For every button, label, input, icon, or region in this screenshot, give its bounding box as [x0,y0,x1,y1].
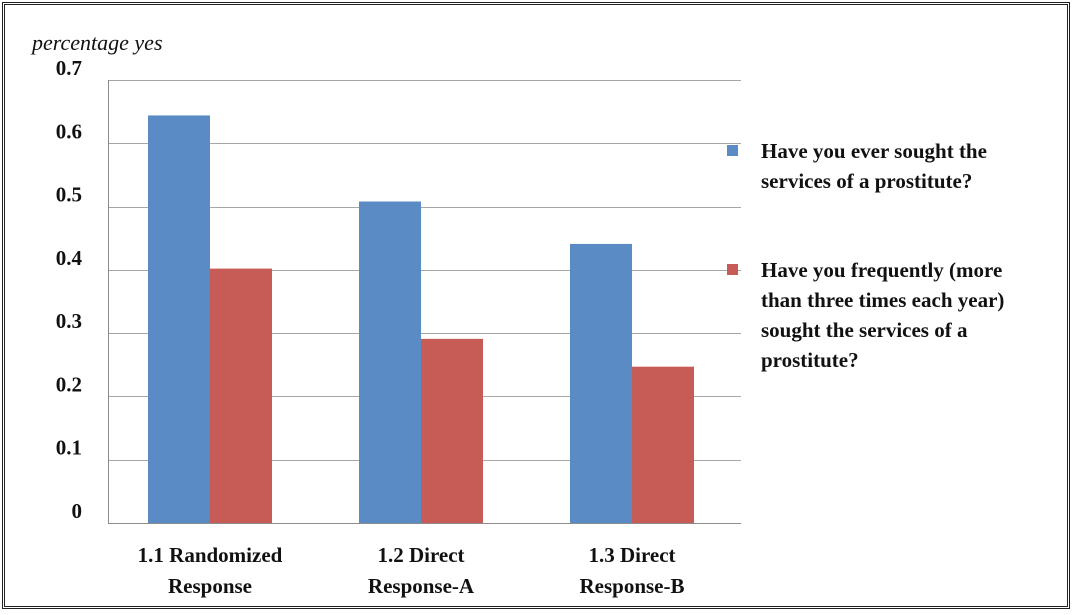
y-tick-label: 0.6 [56,119,82,143]
legend-label-line: Have you ever sought the [761,139,987,163]
x-category-label: 1.1 Randomized Response [138,543,283,598]
bar-series2-cat2 [421,338,483,523]
legend-label-series2: Have you frequently (more than three time… [761,258,1004,372]
legend-swatch-series2 [727,264,738,275]
legend-label-line: Have you frequently (more [761,258,1002,282]
bars [148,115,694,523]
y-tick-label: 0.7 [56,56,82,80]
x-category-label-line: Response-A [368,574,475,598]
x-category-label-line: 1.3 Direct [588,543,675,567]
bar-series2-cat1 [210,268,272,523]
y-axis-ticks: 0 0.1 0.2 0.3 0.4 0.5 0.6 0.7 [56,56,83,523]
y-axis-caption: percentage yes [30,30,163,55]
bar-series2-cat3 [632,366,694,523]
legend-label-line: services of a prostitute? [761,169,972,193]
y-tick-label: 0 [72,499,83,523]
legend-label-series1: Have you ever sought the services of a pr… [761,139,987,193]
x-category-label-line: Response-B [579,574,684,598]
legend: Have you ever sought the services of a pr… [727,139,1004,372]
legend-label-line: than three times each year) [761,288,1004,312]
x-category-label: 1.3 Direct Response-B [579,543,684,598]
x-category-label-line: 1.2 Direct [377,543,464,567]
x-category-label-line: 1.1 Randomized [138,543,283,567]
y-tick-label: 0.4 [56,246,83,270]
x-category-label-line: Response [168,574,252,598]
y-tick-label: 0.2 [56,372,82,396]
bar-series1-cat3 [570,243,632,523]
legend-label-line: prostitute? [761,348,859,372]
y-tick-label: 0.5 [56,183,82,207]
x-axis-categories: 1.1 Randomized Response 1.2 Direct Response… [138,543,685,598]
y-tick-label: 0.1 [56,436,82,460]
bar-series1-cat1 [148,115,210,523]
legend-label-line: sought the services of a [761,318,968,342]
bar-series1-cat2 [359,201,421,523]
legend-swatch-series1 [727,145,738,156]
y-tick-label: 0.3 [56,309,82,333]
x-category-label: 1.2 Direct Response-A [368,543,475,598]
